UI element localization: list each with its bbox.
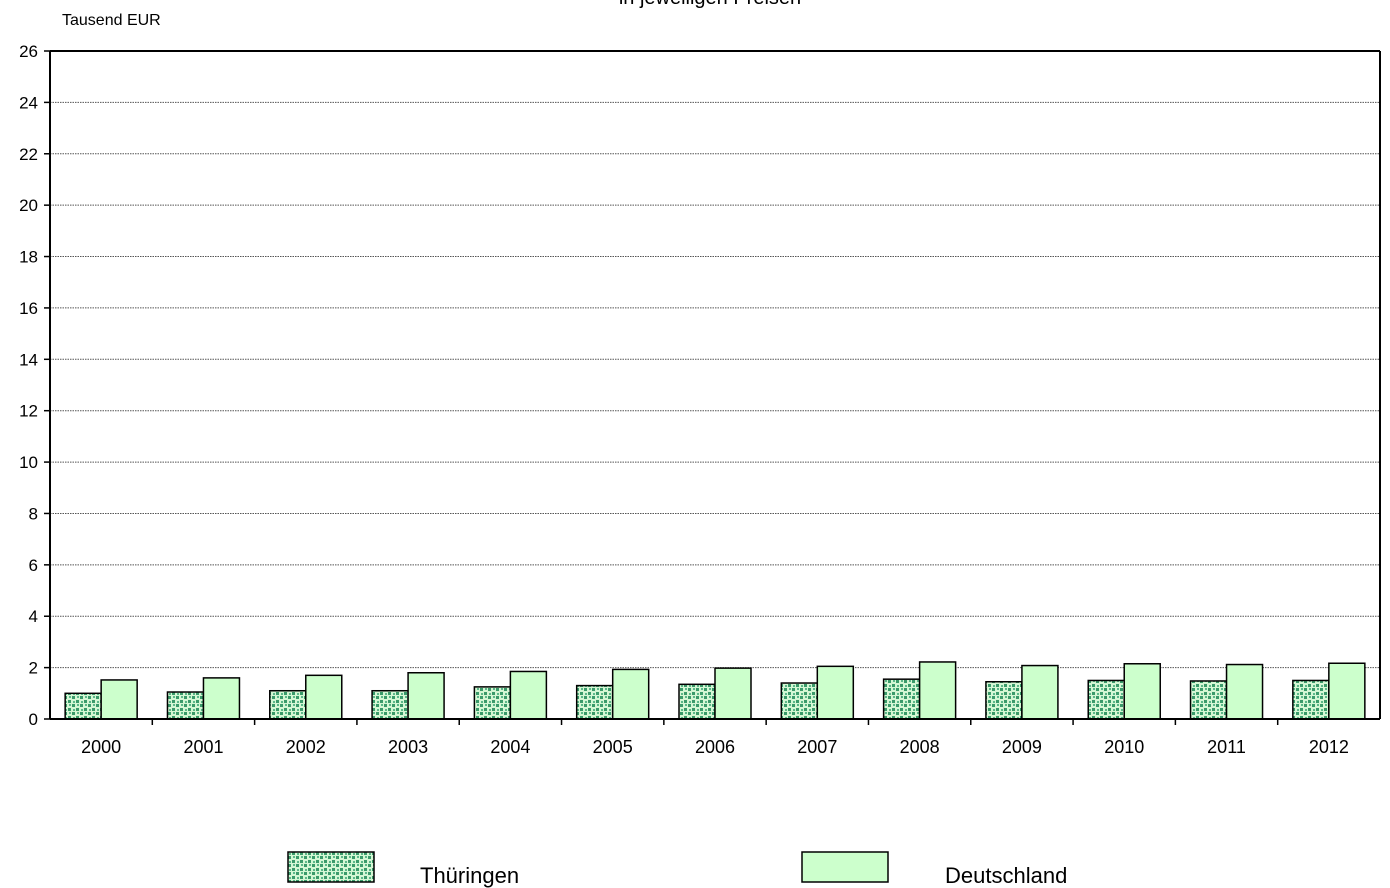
legend-swatch-deutschland <box>801 851 889 883</box>
bar-thueringen-2002 <box>269 689 307 720</box>
x-tick-label: 2011 <box>1207 737 1246 757</box>
bar-deutschland-2001 <box>202 677 241 720</box>
legend-swatch-thueringen <box>287 851 375 883</box>
y-axis-label: Tausend EUR <box>62 12 161 29</box>
bar-thueringen-2006 <box>678 683 716 720</box>
gridlines <box>50 50 1380 669</box>
bar-thueringen-2004 <box>473 686 512 720</box>
bar-deutschland-2012 <box>1328 662 1366 720</box>
y-tick-label: 22 <box>19 145 38 164</box>
bar-thueringen-2011 <box>1189 680 1228 720</box>
y-tick-label: 18 <box>19 248 38 267</box>
bar-deutschland-2000 <box>100 679 138 720</box>
y-tick-label: 26 <box>19 42 38 61</box>
chart-subtitle: - in jeweiligen Preisen - <box>607 0 814 9</box>
x-tick-label: 2003 <box>388 737 428 757</box>
bar-thueringen-2001 <box>166 691 205 720</box>
bar-thueringen-2012 <box>1292 679 1330 720</box>
x-tick-label: 2004 <box>490 737 530 757</box>
legend-label-thueringen: Thüringen <box>420 863 519 888</box>
bar-thueringen-2007 <box>780 682 819 720</box>
y-tick-label: 12 <box>19 402 38 421</box>
bar-thueringen-2003 <box>371 689 409 720</box>
y-tick-label: 20 <box>19 196 38 215</box>
x-tick-label: 2010 <box>1104 737 1144 757</box>
x-tick-label: 2007 <box>797 737 837 757</box>
x-tick-label: 2000 <box>81 737 121 757</box>
bar-thueringen-2005 <box>575 684 614 720</box>
y-tick-label: 16 <box>19 299 38 318</box>
bar-deutschland-2008 <box>918 661 957 720</box>
legend-label-deutschland: Deutschland <box>945 863 1067 888</box>
x-tick-label: 2008 <box>900 737 940 757</box>
bar-thueringen-2010 <box>1087 679 1125 720</box>
bars <box>64 661 1366 720</box>
y-tick-label: 10 <box>19 453 38 472</box>
y-tick-label: 2 <box>29 659 38 678</box>
bar-deutschland-2006 <box>714 667 752 720</box>
bar-deutschland-2004 <box>509 670 548 720</box>
bar-deutschland-2007 <box>816 665 855 720</box>
x-tick-label: 2005 <box>593 737 633 757</box>
bar-thueringen-2008 <box>882 678 921 720</box>
bar-deutschland-2011 <box>1225 663 1264 720</box>
legend: Thüringen Deutschland <box>287 851 1067 888</box>
bar-thueringen-2009 <box>985 680 1023 720</box>
bar-deutschland-2005 <box>611 668 650 720</box>
bar-deutschland-2009 <box>1021 664 1059 720</box>
bar-deutschland-2002 <box>305 674 343 720</box>
y-tick-label: 6 <box>29 556 38 575</box>
y-tick-label: 4 <box>29 607 38 626</box>
x-tick-label: 2002 <box>286 737 326 757</box>
x-tick-label: 2001 <box>183 737 223 757</box>
x-tick-labels: 2000 2001 2002 2003 2004 2005 2006 2007 2008 2009… <box>81 737 1349 757</box>
y-tick-label: 14 <box>19 350 38 369</box>
bar-thueringen-2000 <box>64 692 102 720</box>
y-tick-label: 24 <box>19 93 38 112</box>
bar-deutschland-2010 <box>1123 663 1161 720</box>
x-tick-label: 2009 <box>1002 737 1042 757</box>
x-tick-label: 2012 <box>1309 737 1349 757</box>
x-tick-label: 2006 <box>695 737 735 757</box>
bar-deutschland-2003 <box>407 672 445 720</box>
axes <box>44 50 1381 725</box>
y-tick-label: 0 <box>29 710 38 729</box>
y-tick-label: 8 <box>29 504 38 523</box>
